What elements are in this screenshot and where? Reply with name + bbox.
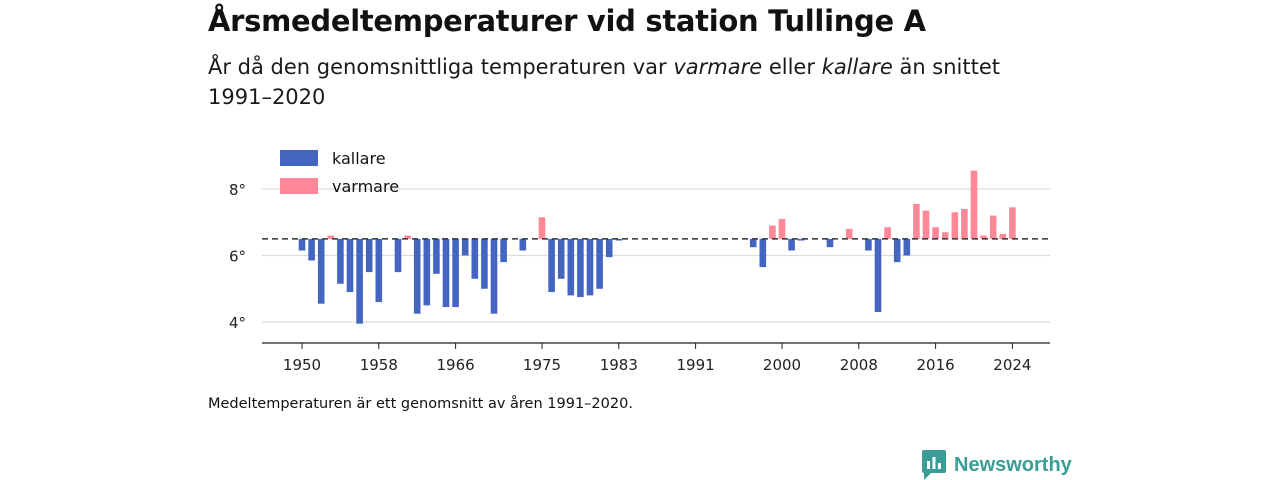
bar-2012: [893, 238, 901, 263]
bar-1956: [356, 238, 363, 324]
brand-name: Newsworthy: [954, 453, 1072, 476]
bar-2002: [797, 238, 805, 241]
legend-label-cold: kallare: [332, 149, 386, 168]
bar-1975: [538, 217, 546, 239]
bar-1964: [433, 238, 440, 274]
bar-1968: [471, 238, 479, 279]
x-tick-label: 1991: [677, 356, 715, 374]
bar-2023: [999, 233, 1007, 239]
bar-1960: [394, 238, 402, 273]
bar-2015: [922, 210, 930, 239]
bar-2005: [826, 238, 834, 248]
bar-1999: [769, 225, 776, 239]
bar-1969: [481, 238, 488, 289]
subtitle-cold-word: kallare: [821, 55, 893, 79]
legend-swatch-warm: [280, 178, 318, 194]
chart-title: Årsmedeltemperaturer vid station Tulling…: [208, 4, 926, 38]
x-tick-label: 1950: [283, 356, 321, 374]
x-tick-label: 1975: [523, 356, 561, 374]
bar-1982: [605, 238, 613, 258]
bar-1967: [461, 238, 469, 256]
x-tick-label: 2016: [917, 356, 955, 374]
bar-1970: [490, 238, 498, 314]
subtitle-text: År då den genomsnittliga temperaturen va…: [208, 55, 674, 79]
x-tick-label: 2024: [993, 356, 1031, 374]
brand-logo: Newsworthy: [922, 450, 1072, 480]
bar-1957: [365, 238, 373, 273]
bar-2009: [865, 238, 872, 251]
bar-1955: [346, 238, 354, 293]
bar-1952: [317, 238, 325, 304]
bar-2016: [932, 227, 939, 239]
bar-2022: [989, 215, 997, 239]
bar-1953: [327, 235, 335, 239]
bar-1980: [586, 238, 594, 296]
bar-2019: [961, 208, 968, 239]
bar-2024: [1009, 207, 1016, 239]
x-tick-label: 1966: [437, 356, 475, 374]
bar-2013: [903, 238, 911, 256]
bar-1978: [567, 238, 575, 296]
bar-1976: [548, 238, 555, 293]
legend-label-warm: varmare: [332, 177, 399, 196]
bar-1966: [452, 238, 459, 308]
bar-1965: [442, 238, 450, 308]
bar-1971: [500, 238, 507, 263]
bar-1973: [519, 238, 527, 251]
legend-swatch-cold: [280, 150, 318, 166]
bar-1979: [577, 238, 584, 298]
bar-2018: [951, 212, 959, 239]
bar-2007: [845, 228, 853, 239]
y-tick-label: 8°: [229, 181, 246, 199]
x-tick-label: 2008: [840, 356, 878, 374]
bar-1963: [423, 238, 431, 306]
bar-2000: [778, 218, 786, 239]
bar-1954: [337, 238, 344, 284]
bar-1998: [759, 238, 767, 268]
bar-2021: [980, 235, 987, 239]
bar-1958: [375, 238, 383, 303]
x-tick-label: 2000: [763, 356, 801, 374]
bar-2014: [913, 203, 920, 239]
bar-1962: [413, 238, 421, 314]
bar-1961: [404, 235, 411, 239]
y-tick-label: 6°: [229, 248, 246, 266]
bar-1977: [557, 238, 565, 279]
y-tick-label: 4°: [229, 314, 246, 332]
bar-1950: [298, 238, 306, 251]
subtitle-text: eller: [762, 55, 822, 79]
bar-2010: [874, 238, 882, 313]
footnote: Medeltemperaturen är ett genomsnitt av å…: [208, 396, 633, 412]
subtitle-warm-word: varmare: [673, 55, 763, 79]
bar-2001: [788, 238, 795, 251]
bar-2017: [941, 232, 949, 239]
bar-1951: [308, 238, 315, 261]
bar-1981: [596, 238, 603, 289]
bar-1997: [749, 238, 757, 248]
bar-1983: [615, 238, 623, 241]
bar-2020: [970, 170, 978, 239]
subtitle-text: än snittet 1991–2020: [208, 55, 1001, 109]
bar-2011: [884, 227, 891, 239]
newsworthy-logo-icon: [922, 450, 946, 480]
temperature-bar-chart: 4° 6° 8° 1950 1958 1966 1975 1983 1991 2000 2008 20…: [229, 149, 1050, 374]
x-tick-label: 1958: [360, 356, 398, 374]
chart-subtitle: År då den genomsnittliga temperaturen va…: [208, 52, 1048, 112]
x-tick-label: 1983: [600, 356, 638, 374]
